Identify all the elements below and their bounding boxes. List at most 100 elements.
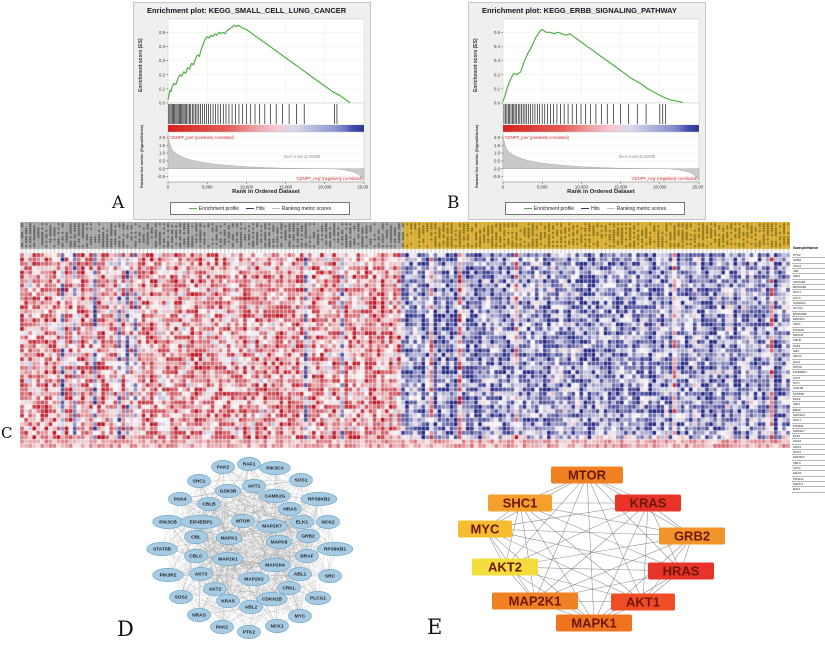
x-tick-label: 10,000 [240,185,254,190]
gene-node [239,600,263,614]
ppi-network-full: PAK2 RAF1 PIK3CA SHC1 SOS1 AKT1 GSK3B CAMK2G PAK… [146,457,354,639]
gsea-plot-b: 0.5 0.4 0.3 0.2 0.1 0.0 2.0 1.5 1.0 0.5 0.0 -0.5 'CE… [493,18,703,190]
heatmap-row-label: ABL1 [792,402,825,408]
gene-node [187,608,211,622]
gsea-panel-a: Enrichment plot: KEGG_SMALL_CELL_LUNG_CA… [133,2,371,220]
gene-node-label: NCK1 [270,624,283,630]
es-tick-label: 0.3 [494,58,501,63]
positively-correlated-label: 'CENPF_pos' (positively correlated) [505,135,570,140]
heatmap-row-label: MAP2K4 [792,413,825,419]
network-edge [299,479,302,617]
ranking-metric-area [502,134,700,181]
heatmap-sample-header [20,222,790,253]
gene-node-label: CBL [191,535,201,541]
gene-node [295,549,319,563]
network-edge [195,555,252,608]
heatmap-row-label: MAP2K1 [792,317,825,323]
hub-network-edge [519,502,595,624]
gene-node-label: CBLC [189,554,203,560]
network-edge [180,596,250,633]
heatmap-row-label: SOS1 [792,264,825,269]
gene-node [212,552,244,566]
es-tick-label: 0.3 [159,58,166,63]
gene-node [256,519,288,533]
x-tick-label: 5,000 [537,185,548,190]
heatmap-row-label: ELK1 [792,360,825,365]
x-tick-label: 20,000 [318,185,332,190]
gene-node-label: SRC [325,574,336,580]
hub-gene-node [551,466,623,484]
network-edge [208,503,291,510]
network-edge [161,548,200,616]
gene-node-label: RPS6KB2 [308,497,330,503]
metric-tick-label: 0.0 [159,166,166,171]
gene-node [265,619,289,633]
metric-tick-label: 1.0 [494,151,501,156]
gene-node-label: MAP2K4 [265,563,285,569]
gene-node [238,572,270,586]
gene-node-label: PTK2 [243,630,256,636]
network-edge [200,573,301,617]
heatmap-row-label: EIF4EBP1 [792,370,825,376]
gene-node-label: PIK3R2 [160,573,177,579]
network-edge [214,555,308,590]
legend-dash-icon [188,207,197,210]
heatmap-row-label: RPS6KB1 [792,285,825,291]
hub-network-edge [534,535,693,602]
heatmap-row-label: SHC1 [792,418,825,424]
es-tick-label: 0.0 [159,101,166,106]
x-tick-label: 25,000 [357,185,368,190]
network-edge [306,555,319,599]
gene-node [289,473,313,487]
gene-node-label: AKT2 [209,587,222,593]
gene-node [290,515,314,529]
metric-tick-label: -0.5 [158,174,166,179]
heatmap-row-label: CBLB [792,338,825,344]
gene-node-label: PIK3CA [266,466,284,472]
metric-tick-label: 0.5 [494,159,501,164]
es-tick-label: 0.5 [494,30,501,35]
es-tick-label: 0.1 [494,86,501,91]
network-edge [307,535,331,577]
gene-node-label: NRAS [192,613,206,619]
heatmap-row-label: PIK3CB [792,328,825,333]
gene-node-label: CBLB [202,502,216,508]
hub-network-edge [586,474,595,624]
gene-node-label: ABL2 [245,605,258,611]
gsea-title-b: Enrichment plot: KEGG_ERBB_SIGNALING_PAT… [482,6,677,15]
gene-node [187,474,211,488]
network-edge [253,525,273,580]
metric-axis-label-b: Ranked list metric (Signal2Noise) [474,124,479,188]
hub-network-edge [484,528,693,537]
hub-gene-node [611,593,675,611]
network-edge [221,558,229,628]
hub-network-edge [519,502,644,603]
panel-letter-d: D [117,617,134,641]
gene-node-label: STAT5B [153,547,171,553]
gene-node-label: MTOR [236,519,251,525]
gene-node-label: PAK2 [217,465,230,471]
gsea-panel-b: Enrichment plot: KEGG_ERBB_SIGNALING_PAT… [468,2,706,220]
gene-node [216,594,240,608]
metric-plot-area [167,131,365,183]
legend-item: Enrichment profile [523,205,575,212]
hub-network-edge [593,502,649,624]
heatmap-row-label: BRAF [792,408,825,413]
gene-node-label: AKT3 [195,572,208,578]
es-tick-label: 0.1 [159,86,166,91]
network-edge [200,479,302,523]
legend-dash-icon [581,207,590,210]
hub-gene-label: AKT2 [488,560,522,575]
heatmap-row-label: RAF1 [792,487,825,493]
gene-node [300,492,338,506]
x-axis-title-b: Rank in Ordered Dataset [567,189,635,195]
hub-gene-label: KRAS [630,496,667,511]
hub-gene-label: MAPK1 [571,616,617,631]
ranking-metric-area [167,134,365,181]
heatmap-row-label: HRAS [792,471,825,477]
legend-item: Enrichment profile [188,206,239,212]
gene-node [288,609,312,623]
network-edge [228,485,255,539]
legend-label: Enrichment profile [533,205,575,212]
heatmap-row-label: MAPK1 [792,482,825,488]
